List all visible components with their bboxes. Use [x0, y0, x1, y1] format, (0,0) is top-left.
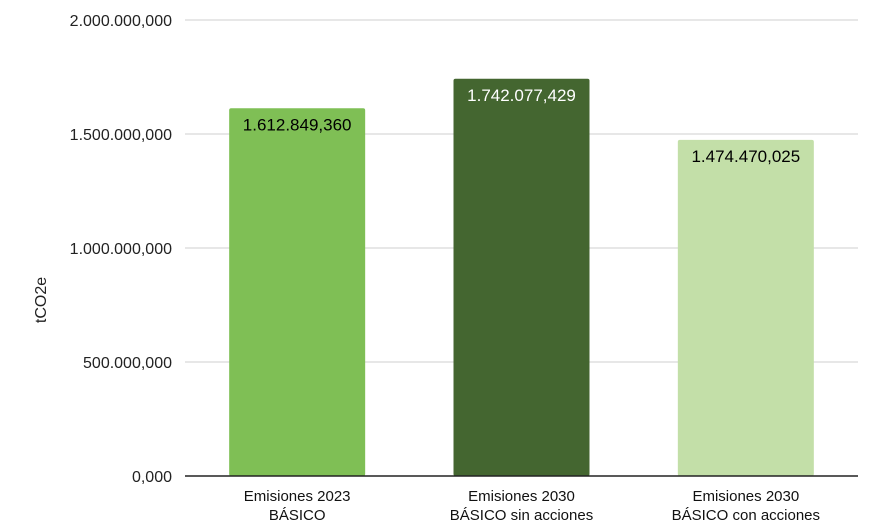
y-tick-label: 0,000 — [132, 469, 172, 486]
y-tick-label: 500.000,000 — [83, 355, 172, 372]
data-labels: 1.612.849,360 1.742.077,429 1.474.470,025 — [243, 86, 800, 166]
x-category-label: Emisiones 2023 — [244, 488, 351, 505]
x-category-label: BÁSICO con acciones — [672, 507, 820, 524]
x-category-label: BÁSICO — [269, 507, 326, 524]
x-axis-labels: Emisiones 2023 BÁSICO Emisiones 2030 BÁSICO… — [244, 488, 820, 524]
y-tick-label: 1.500.000,000 — [70, 127, 172, 144]
bar — [229, 108, 366, 476]
bars — [229, 78, 814, 477]
y-axis-label: tCO2e — [33, 277, 50, 323]
bar — [453, 78, 590, 477]
data-label: 1.612.849,360 — [243, 115, 352, 134]
bar — [677, 139, 814, 476]
data-label: 1.742.077,429 — [467, 86, 576, 105]
y-tick-label: 1.000.000,000 — [70, 241, 172, 258]
x-category-label: Emisiones 2030 — [692, 488, 799, 505]
x-category-label: Emisiones 2030 — [468, 488, 575, 505]
x-category-label: BÁSICO sin acciones — [450, 507, 593, 524]
y-axis-ticks: 0,000 500.000,000 1.000.000,000 1.500.000,0… — [70, 13, 172, 486]
y-tick-label: 2.000.000,000 — [70, 13, 172, 30]
data-label: 1.474.470,025 — [691, 147, 800, 166]
